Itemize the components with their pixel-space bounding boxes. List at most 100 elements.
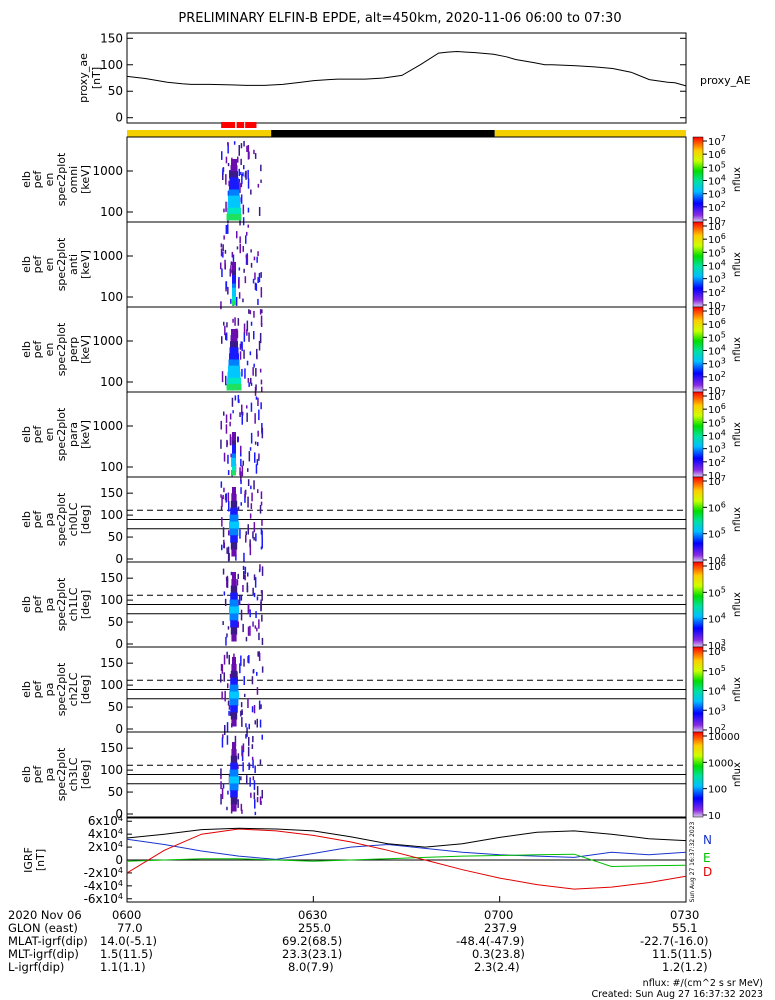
colorbar-tick-label: 103 xyxy=(708,187,726,201)
spectrogram-cell xyxy=(255,283,258,291)
spectrogram-cell xyxy=(248,309,250,314)
spectrogram-cell xyxy=(253,537,255,541)
spectrogram-cell xyxy=(245,235,247,244)
spectrogram-cell xyxy=(245,723,247,728)
spectrogram-cell xyxy=(256,256,258,263)
lshell-v2: 2.3(2.4) xyxy=(474,960,520,974)
spectrogram-cell xyxy=(233,141,236,145)
spectrogram-cell xyxy=(258,653,261,661)
ylabel-line: pef xyxy=(31,595,44,614)
spectrogram-cell xyxy=(224,598,227,606)
spectrogram-cell xyxy=(246,582,249,592)
spectrogram-cell xyxy=(242,460,244,466)
colorbar-label: nflux xyxy=(732,592,743,617)
spectrogram-cell xyxy=(227,700,230,706)
spectrogram-cell xyxy=(243,140,245,147)
spectrogram-cell xyxy=(241,174,243,185)
spectrogram-cell xyxy=(221,788,224,799)
spectrogram-core xyxy=(228,189,240,197)
spectrogram-cell xyxy=(254,272,256,280)
ylabel-line: [deg] xyxy=(79,590,92,619)
colorbar-tick-label: 104 xyxy=(708,174,726,188)
spectrogram-cell xyxy=(253,149,255,155)
spectrogram-cell xyxy=(220,793,222,805)
spectrogram-cell xyxy=(253,256,256,261)
spectrogram-cell xyxy=(239,663,241,674)
zone-marker-0 xyxy=(221,122,257,128)
colorbar-tick-label: 106 xyxy=(708,559,726,573)
spectrogram-cell xyxy=(238,595,241,606)
spectrogram-cell xyxy=(226,322,228,328)
spectrogram-cell xyxy=(220,768,222,776)
spectrogram-cell xyxy=(251,756,254,760)
zone-segment-1 xyxy=(271,130,495,137)
spectrogram-cell xyxy=(241,753,243,757)
spectrogram-cell xyxy=(260,601,262,612)
spectrogram-core xyxy=(232,462,236,467)
ylabel-line: elb xyxy=(20,681,33,698)
spectrogram-core xyxy=(231,663,237,672)
figure-title: PRELIMINARY ELFIN-B EPDE, alt=450km, 202… xyxy=(178,11,621,26)
spectrogram-cell xyxy=(238,776,240,781)
ylabel-line: spec2plot xyxy=(55,747,68,801)
spectrogram-cell xyxy=(248,723,250,730)
spectrogram-cell xyxy=(261,386,263,392)
spectrogram-cell xyxy=(238,145,240,156)
spectrogram-cell xyxy=(247,626,250,636)
spectrogram-cell xyxy=(261,309,263,314)
spectrogram-cell xyxy=(240,458,242,467)
spectrogram-data xyxy=(220,651,264,737)
spectrogram-cell xyxy=(239,343,242,350)
spectrogram-cell xyxy=(260,491,263,499)
spectrogram-cell xyxy=(242,762,244,772)
spectrogram-cell xyxy=(242,217,245,226)
spectrogram-cell xyxy=(241,341,243,352)
spectrogram-cell xyxy=(244,494,246,503)
spectrogram-cell xyxy=(260,179,262,183)
spectrogram-core xyxy=(230,165,238,172)
spectrogram-core xyxy=(229,183,239,190)
spectrogram-core xyxy=(230,585,238,594)
spectrogram-cell xyxy=(256,797,259,803)
spectrogram-cell xyxy=(240,487,242,494)
spectrogram-cell xyxy=(223,321,225,326)
spectrogram-cell xyxy=(249,310,252,315)
spectrogram-cell xyxy=(231,397,234,407)
ylabel-line: pef xyxy=(31,255,44,274)
spectrogram-cell xyxy=(220,481,223,488)
spectrogram-cell xyxy=(246,231,248,236)
spectrogram-cell xyxy=(237,156,239,163)
colorbar-tick-label: 102 xyxy=(708,285,726,299)
spectrogram-cell xyxy=(222,171,224,180)
spectrogram-cell xyxy=(252,587,254,596)
spectrogram-cell xyxy=(228,501,230,512)
colorbar-label: nflux xyxy=(732,252,743,277)
spectrogram-cell xyxy=(229,673,232,678)
ylabel-line: spec2plot xyxy=(55,322,68,376)
spectrogram-core xyxy=(232,440,236,446)
spectrogram-cell xyxy=(250,402,253,412)
colorbar-label: nflux xyxy=(732,167,743,192)
colorbar-gradient xyxy=(692,306,704,393)
spectrogram-cell xyxy=(230,453,232,458)
mlt-v2: 0.3(23.8) xyxy=(472,947,525,961)
colorbar-tick-label: 10 xyxy=(708,811,721,822)
colorbar-tick-label: 103 xyxy=(708,638,726,652)
spectrogram-cell xyxy=(221,496,223,507)
spectrogram-cell xyxy=(255,464,258,474)
spectrogram-cell xyxy=(260,501,263,506)
spectrogram-cell xyxy=(247,145,250,152)
spectrogram-cell xyxy=(253,574,256,581)
spectrogram-cell xyxy=(249,351,252,356)
colorbar-tick-label: 106 xyxy=(708,402,726,416)
spectrogram-cell xyxy=(225,576,228,581)
spectrogram-cell xyxy=(220,673,222,683)
ylabel-line: spec2plot xyxy=(55,407,68,461)
ytick-label: 100 xyxy=(100,460,123,474)
colorbar-tick-label: 105 xyxy=(708,664,726,678)
